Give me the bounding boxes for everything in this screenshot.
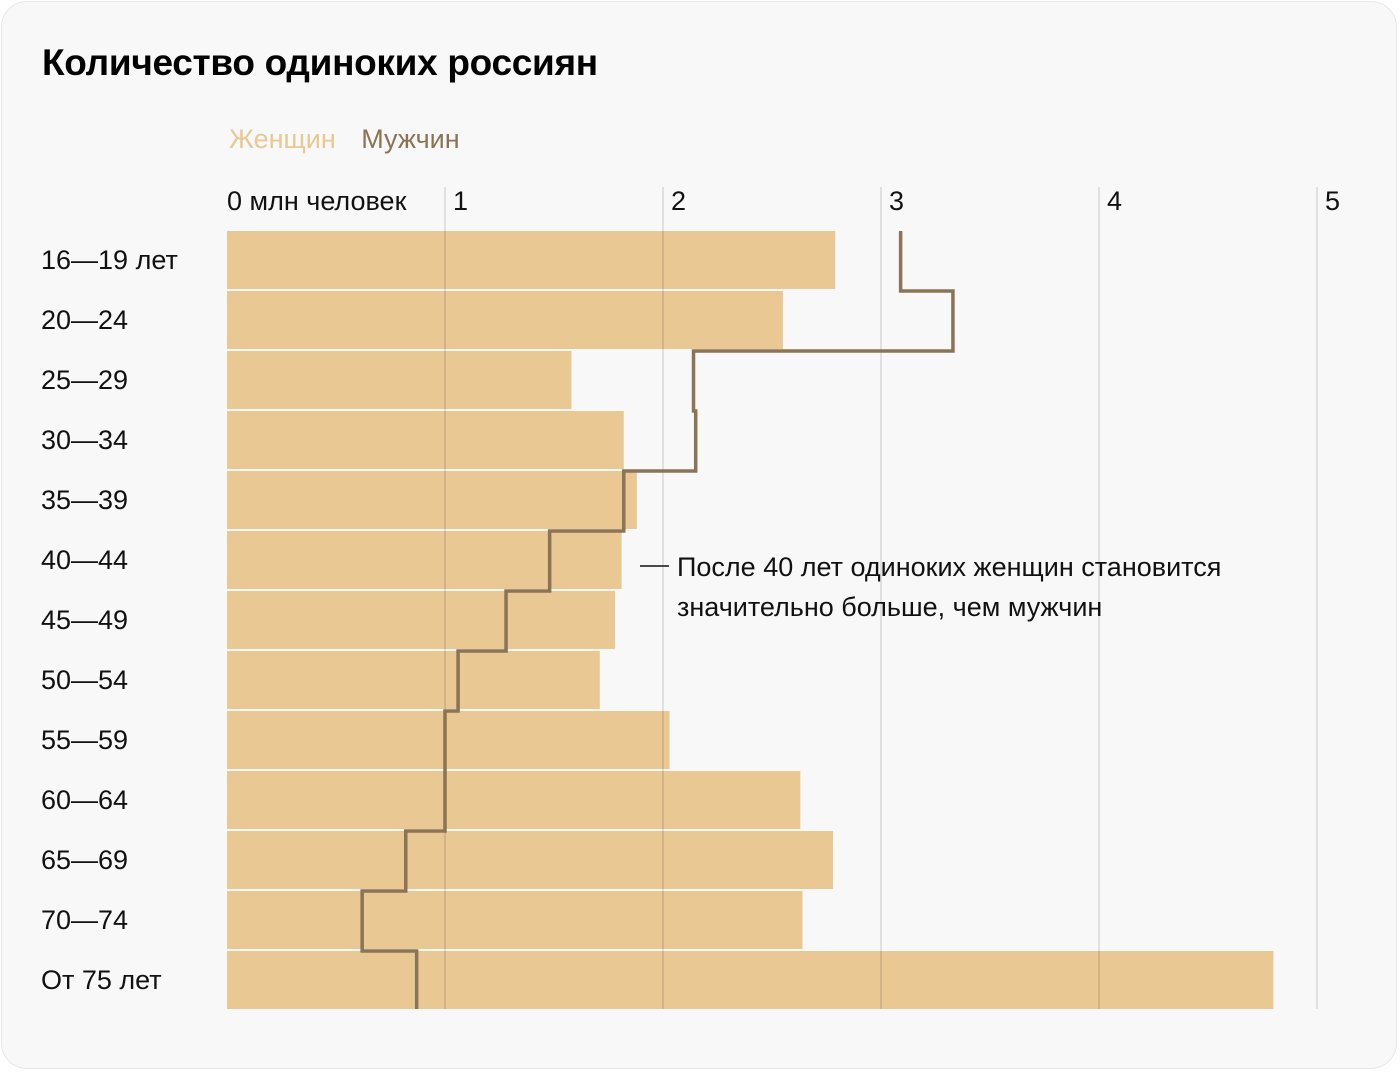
annotation-text: После 40 лет одиноких женщин становится: [677, 552, 1221, 582]
bar-women: [227, 291, 783, 349]
category-label: 60—64: [41, 785, 128, 815]
category-label: От 75 лет: [41, 965, 162, 995]
category-label: 16—19 лет: [41, 245, 178, 275]
category-label: 45—49: [41, 605, 128, 635]
legend: Женщин Мужчин: [229, 124, 478, 155]
bar-women: [227, 531, 622, 589]
category-label: 55—59: [41, 725, 128, 755]
step-line-men: [360, 231, 955, 1009]
category-label: 65—69: [41, 845, 128, 875]
bar-women: [227, 891, 803, 949]
bar-women: [227, 351, 572, 409]
x-tick-label: 1: [453, 186, 468, 216]
chart-title: Количество одиноких россиян: [42, 42, 598, 83]
legend-women: Женщин: [229, 124, 336, 154]
bar-women: [227, 711, 670, 769]
bar-women: [227, 771, 801, 829]
category-label: 35—39: [41, 485, 128, 515]
bar-women: [227, 411, 624, 469]
x-tick-label: 2: [671, 186, 686, 216]
annotation-text: значительно больше, чем мужчин: [677, 592, 1102, 622]
bar-women: [227, 831, 834, 889]
x-tick-label: 4: [1107, 186, 1122, 216]
legend-men: Мужчин: [361, 124, 460, 154]
category-label: 50—54: [41, 665, 128, 695]
bar-women: [227, 651, 600, 709]
category-label: 20—24: [41, 305, 128, 335]
category-label: 40—44: [41, 545, 128, 575]
bar-women: [227, 951, 1274, 1009]
bar-women: [227, 471, 637, 529]
x-tick-label: 3: [889, 186, 904, 216]
category-label: 25—29: [41, 365, 128, 395]
x-tick-label: 5: [1325, 186, 1340, 216]
x-tick-label: 0 млн человек: [227, 186, 407, 216]
category-label: 70—74: [41, 905, 128, 935]
bar-women: [227, 591, 616, 649]
bar-women: [227, 231, 836, 289]
category-label: 30—34: [41, 425, 128, 455]
